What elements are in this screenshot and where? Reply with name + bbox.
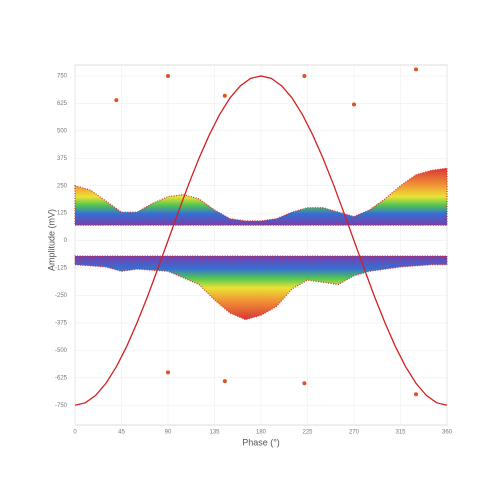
y-tick-label: 0	[64, 238, 68, 244]
x-axis-title: Phase (°)	[242, 437, 280, 447]
noise-pulse	[414, 392, 418, 397]
reference-sine	[74, 75, 448, 406]
y-tick-label: 750	[57, 74, 68, 80]
pulse-cloud	[74, 167, 448, 226]
pulse-cloud	[74, 255, 448, 321]
y-tick-label: -750	[55, 403, 68, 409]
noise-pulse	[166, 73, 170, 78]
noise-pulse	[302, 381, 307, 386]
y-tick-label: 125	[57, 211, 68, 217]
y-tick-label: 500	[57, 128, 68, 134]
y-tick-label: 375	[57, 156, 68, 162]
x-tick-label: 225	[302, 430, 313, 436]
y-tick-label: 250	[57, 183, 68, 189]
noise-pulse	[302, 73, 307, 78]
noise-pulse	[166, 370, 170, 375]
x-tick-label: 315	[395, 430, 406, 436]
y-tick-label: -375	[55, 321, 68, 327]
y-axis-title: Amplitude (mV)	[46, 209, 56, 271]
x-tick-label: 90	[165, 430, 172, 436]
y-tick-label: -250	[55, 293, 68, 299]
y-tick-label: 625	[57, 101, 68, 107]
x-tick-label: 135	[209, 430, 220, 436]
x-tick-label: 270	[349, 430, 360, 436]
noise-pulse	[222, 93, 227, 98]
x-tick-label: 0	[73, 430, 77, 436]
noise-pulse	[414, 67, 418, 72]
noise-pulse	[114, 98, 119, 103]
x-tick-label: 180	[256, 430, 267, 436]
y-tick-label: -500	[55, 348, 68, 354]
x-tick-label: 45	[118, 430, 125, 436]
y-tick-label: -125	[55, 266, 68, 272]
noise-pulse	[222, 379, 227, 384]
x-tick-label: 360	[442, 430, 453, 436]
noise-pulse	[352, 102, 356, 107]
y-tick-label: -625	[55, 375, 68, 381]
